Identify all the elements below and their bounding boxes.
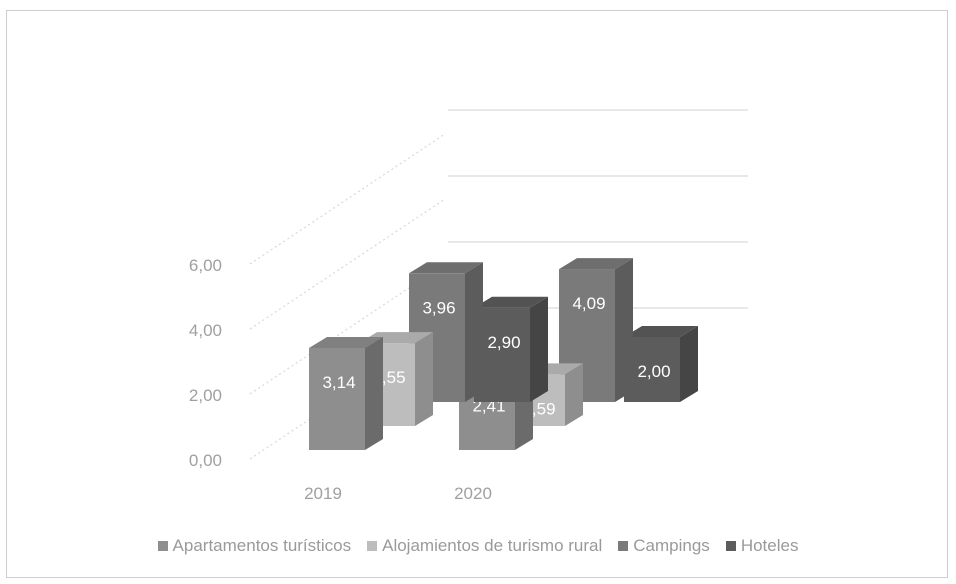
bar-side-3-0: [530, 296, 548, 402]
legend-item: Hoteles: [725, 536, 799, 556]
y-tick-label: 0,00: [189, 451, 222, 470]
data-label: 3,96: [422, 298, 455, 317]
bar-top-3-1: [624, 326, 698, 337]
y-tick-label: 4,00: [189, 321, 222, 340]
bar-side-2-0: [465, 262, 483, 402]
x-tick-label: 2019: [304, 484, 342, 503]
bar-top-0-0: [309, 336, 383, 348]
y-tick-label: 6,00: [189, 256, 222, 275]
data-label: 4,09: [572, 294, 605, 313]
bar-side-0-0: [365, 336, 383, 450]
legend-swatch: [725, 541, 736, 551]
x-tick-label: 2020: [454, 484, 492, 503]
legend-label: Hoteles: [740, 536, 799, 555]
bar-0-0: [309, 347, 365, 450]
y-tick-label: 2,00: [189, 386, 222, 405]
data-label: 2,90: [487, 333, 520, 352]
legend-label: Campings: [633, 536, 710, 555]
bar-side-1-1: [565, 363, 583, 426]
data-label: 3,14: [322, 373, 355, 392]
legend-label: Apartamentos turísticos: [172, 536, 352, 555]
gridline-depth: [249, 198, 446, 330]
bar-3-0: [474, 307, 530, 402]
bar-side-2-1: [615, 258, 633, 402]
legend-swatch: [618, 541, 629, 551]
bar-side-3-1: [680, 326, 698, 402]
gridline-depth: [249, 133, 446, 265]
bar-top-2-1: [559, 258, 633, 270]
legend: Apartamentos turísticos Alojamientos de t…: [0, 536, 956, 556]
legend-swatch: [157, 541, 168, 551]
bar-3-1: [624, 337, 680, 402]
legend-swatch: [367, 541, 378, 551]
legend-item: Alojamientos de turismo rural: [367, 536, 602, 556]
data-label: 2,00: [637, 362, 670, 381]
legend-item: Apartamentos turísticos: [157, 536, 352, 556]
bar-top-3-0: [474, 296, 548, 308]
bar-top-2-0: [409, 262, 483, 274]
legend-label: Alojamientos de turismo rural: [382, 536, 603, 555]
legend-item: Campings: [618, 536, 710, 556]
bar-side-1-0: [415, 332, 433, 426]
